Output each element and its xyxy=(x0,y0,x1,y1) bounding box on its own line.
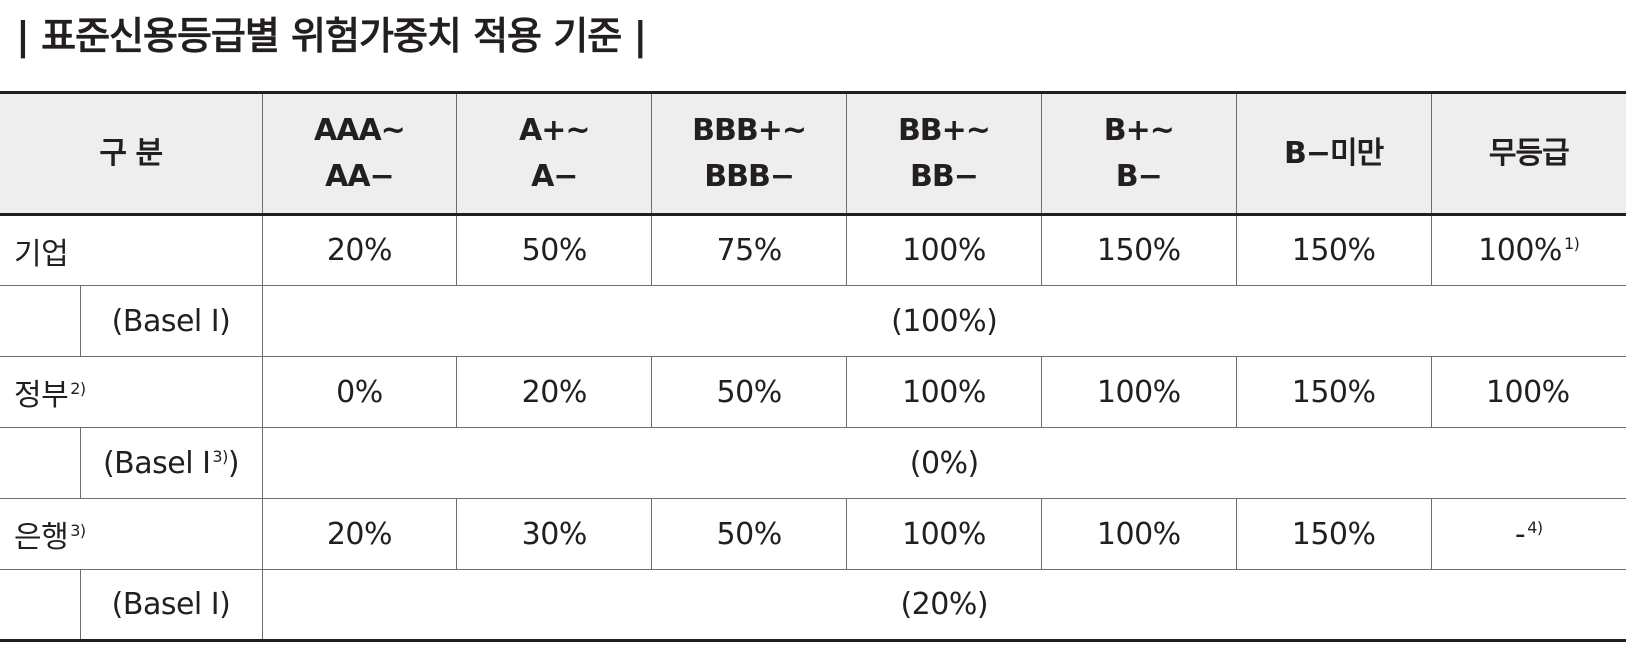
header-grade-line: BBB+~ xyxy=(692,112,807,148)
table-cell: 75% xyxy=(651,214,847,286)
table-cell: 100% 1) xyxy=(1430,214,1626,286)
cell-value: 100% xyxy=(1478,233,1562,268)
basel-label: (Basel Ⅰ 3)) xyxy=(79,427,262,499)
basel-label: (Basel Ⅰ) xyxy=(79,569,262,641)
row-label-text: 은행 xyxy=(14,520,69,555)
basel-label-text: (Basel Ⅰ xyxy=(102,445,211,481)
header-grade-line: BBB− xyxy=(704,158,795,194)
header-grade-line: A+~ xyxy=(519,112,590,148)
basel-label-close: ) xyxy=(227,445,240,481)
table-cell: 100% xyxy=(846,214,1042,286)
row-label-bank: 은행 3) xyxy=(0,498,262,570)
cell-footnote: 1) xyxy=(1563,234,1580,253)
basel-value: (0%) xyxy=(261,427,1626,499)
header-category: 구 분 xyxy=(0,92,262,216)
header-grade-line: 무등급 xyxy=(1488,135,1570,171)
header-grade-line: AA− xyxy=(325,158,395,194)
indent-spacer xyxy=(0,570,80,641)
table-cell: -4) xyxy=(1430,498,1626,570)
basel-label-text: (Basel Ⅰ) xyxy=(111,303,231,339)
basel-label-text: (Basel Ⅰ) xyxy=(111,587,231,622)
header-grade-line: BB+~ xyxy=(897,112,991,148)
table-cell: 150% xyxy=(1235,214,1432,286)
header-grade-line: AAA~ xyxy=(314,112,406,148)
table-row: 기업 20% 50% 75% 100% 150% 150% 100% 1) xyxy=(0,214,1626,286)
basel-value: (20%) xyxy=(261,569,1626,641)
table-cell: 20% xyxy=(261,214,457,286)
header-grade-b: B+~ B− xyxy=(1040,92,1237,216)
table-cell: 100% xyxy=(1040,356,1237,428)
cell-value: 100% xyxy=(1485,374,1570,410)
header-grade-line: B+~ xyxy=(1103,112,1175,148)
table-cell: 150% xyxy=(1040,214,1237,286)
header-grade-below-b: B−미만 xyxy=(1235,92,1432,216)
row-label-corporate: 기업 xyxy=(0,214,262,286)
table-cell: 100% xyxy=(1430,356,1626,428)
header-row: 구 분 AAA~ AA− A+~ A− BBB+~ BBB− BB+~ BB− … xyxy=(0,92,1626,216)
header-grade-line: A− xyxy=(531,158,578,194)
indent-spacer xyxy=(0,427,80,499)
table-row-basel: (Basel Ⅰ 3)) (0%) xyxy=(0,427,1626,499)
row-label-text: 기업 xyxy=(14,236,69,272)
row-label-government: 정부 2) xyxy=(0,356,262,428)
table-cell: 50% xyxy=(651,498,847,570)
table-row-basel: (Basel Ⅰ) (100%) xyxy=(0,285,1626,357)
row-label-footnote: 2) xyxy=(70,379,86,398)
basel-label: (Basel Ⅰ) xyxy=(79,285,262,357)
header-grade-a: A+~ A− xyxy=(456,92,652,216)
table-row-basel: (Basel Ⅰ) (20%) xyxy=(0,569,1626,641)
table-cell: 30% xyxy=(456,498,652,570)
row-label-text: 정부 xyxy=(14,378,69,413)
table-cell: 100% xyxy=(846,356,1042,428)
header-grade-aaa: AAA~ AA− xyxy=(261,92,457,216)
basel-value: (100%) xyxy=(261,285,1626,357)
header-grade-bb: BB+~ BB− xyxy=(846,92,1042,216)
header-grade-unrated: 무등급 xyxy=(1430,92,1626,216)
table-cell: 150% xyxy=(1235,498,1432,570)
table-cell: 20% xyxy=(456,356,652,428)
table-cell: 100% xyxy=(846,498,1042,570)
indent-spacer xyxy=(0,285,80,357)
header-grade-line: B− xyxy=(1115,158,1163,194)
table-cell: 0% xyxy=(261,356,457,428)
cell-footnote: 4) xyxy=(1527,517,1543,537)
table-cell: 100% xyxy=(1040,498,1237,570)
header-grade-line: BB− xyxy=(910,158,979,194)
table-title: | 표준신용등급별 위험가중치 적용 기준 | xyxy=(16,14,647,58)
risk-weight-table: 구 분 AAA~ AA− A+~ A− BBB+~ BBB− BB+~ BB− … xyxy=(0,91,1626,642)
header-grade-line: B−미만 xyxy=(1284,135,1384,171)
cell-value: - xyxy=(1514,516,1526,552)
basel-label-footnote: 3) xyxy=(212,446,228,466)
row-label-footnote: 3) xyxy=(70,521,86,540)
header-grade-bbb: BBB+~ BBB− xyxy=(651,92,847,216)
table-cell: 150% xyxy=(1235,356,1432,428)
table-cell: 50% xyxy=(651,356,847,428)
table-cell: 50% xyxy=(456,214,652,286)
table-row: 정부 2) 0% 20% 50% 100% 100% 150% 100% xyxy=(0,356,1626,428)
table-cell: 20% xyxy=(261,498,457,570)
table-row: 은행 3) 20% 30% 50% 100% 100% 150% -4) xyxy=(0,498,1626,570)
